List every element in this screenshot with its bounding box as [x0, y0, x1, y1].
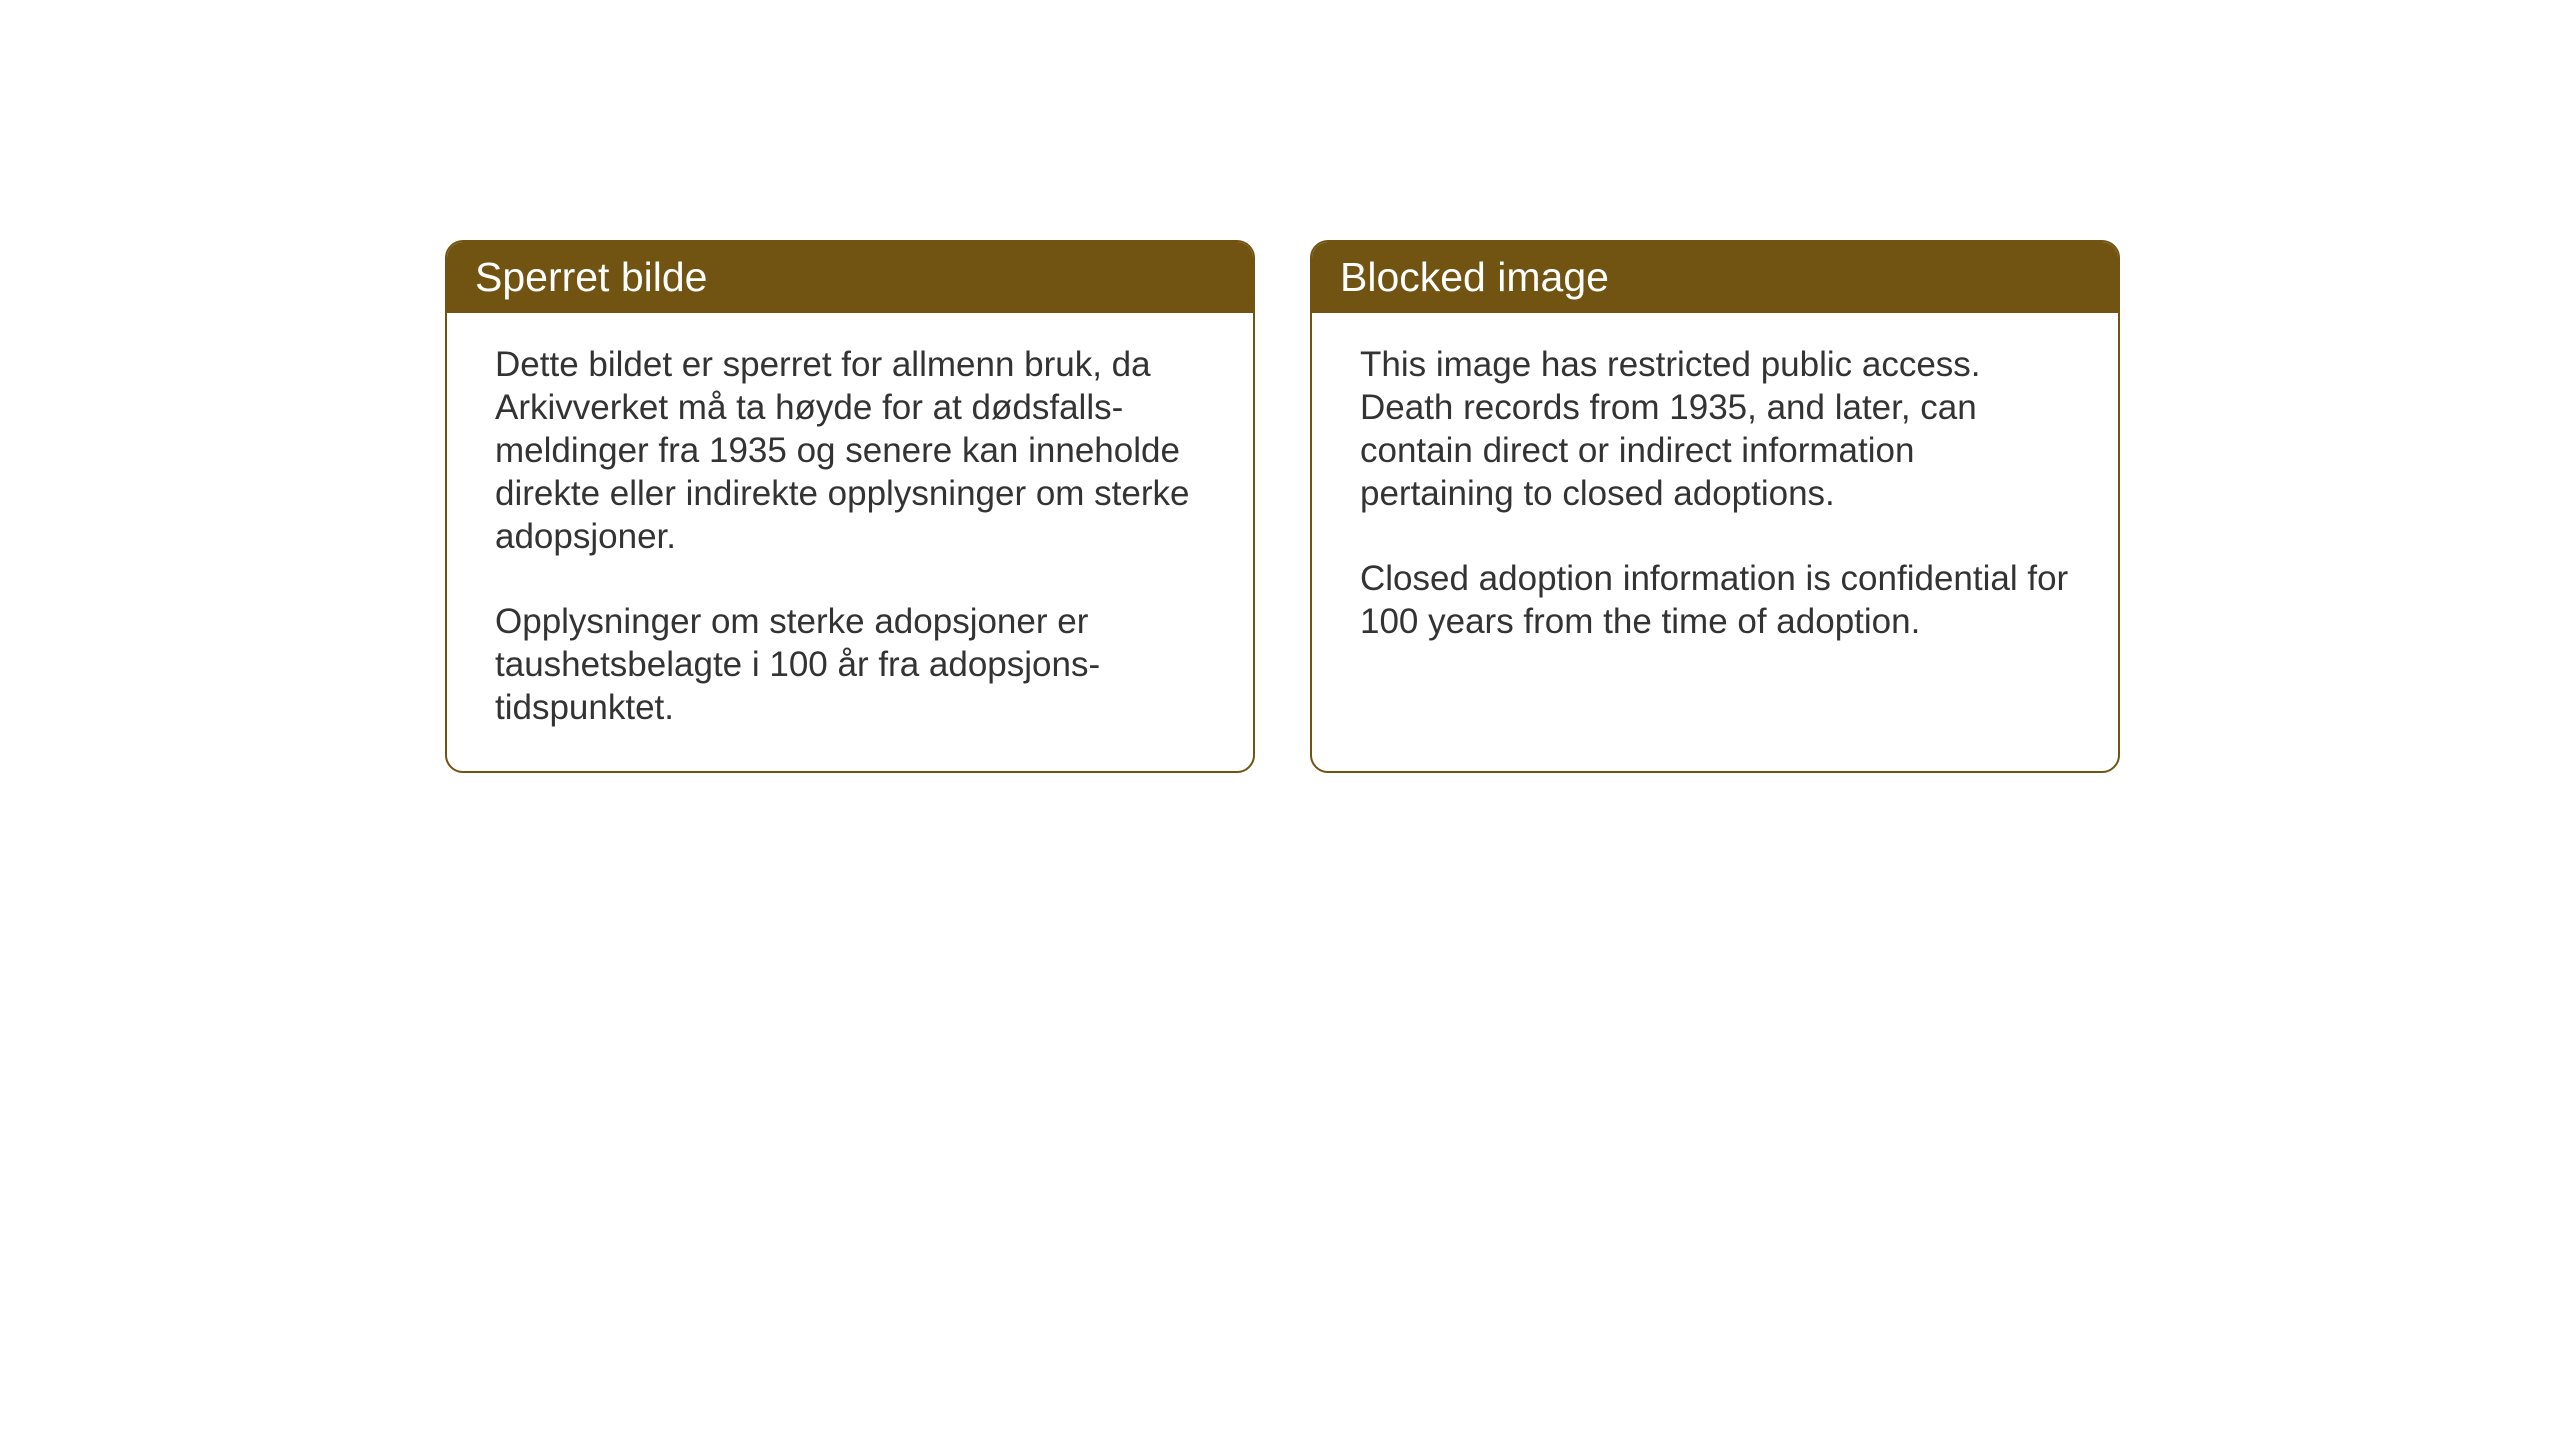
english-card-title: Blocked image — [1312, 242, 2118, 313]
norwegian-paragraph-1: Dette bildet er sperret for allmenn bruk… — [495, 343, 1205, 558]
notice-container: Sperret bilde Dette bildet er sperret fo… — [445, 240, 2120, 773]
norwegian-card-body: Dette bildet er sperret for allmenn bruk… — [447, 313, 1253, 771]
norwegian-card-title: Sperret bilde — [447, 242, 1253, 313]
norwegian-notice-card: Sperret bilde Dette bildet er sperret fo… — [445, 240, 1255, 773]
english-card-body: This image has restricted public access.… — [1312, 313, 2118, 685]
norwegian-paragraph-2: Opplysninger om sterke adopsjoner er tau… — [495, 600, 1205, 729]
english-paragraph-2: Closed adoption information is confident… — [1360, 557, 2070, 643]
english-paragraph-1: This image has restricted public access.… — [1360, 343, 2070, 515]
english-notice-card: Blocked image This image has restricted … — [1310, 240, 2120, 773]
